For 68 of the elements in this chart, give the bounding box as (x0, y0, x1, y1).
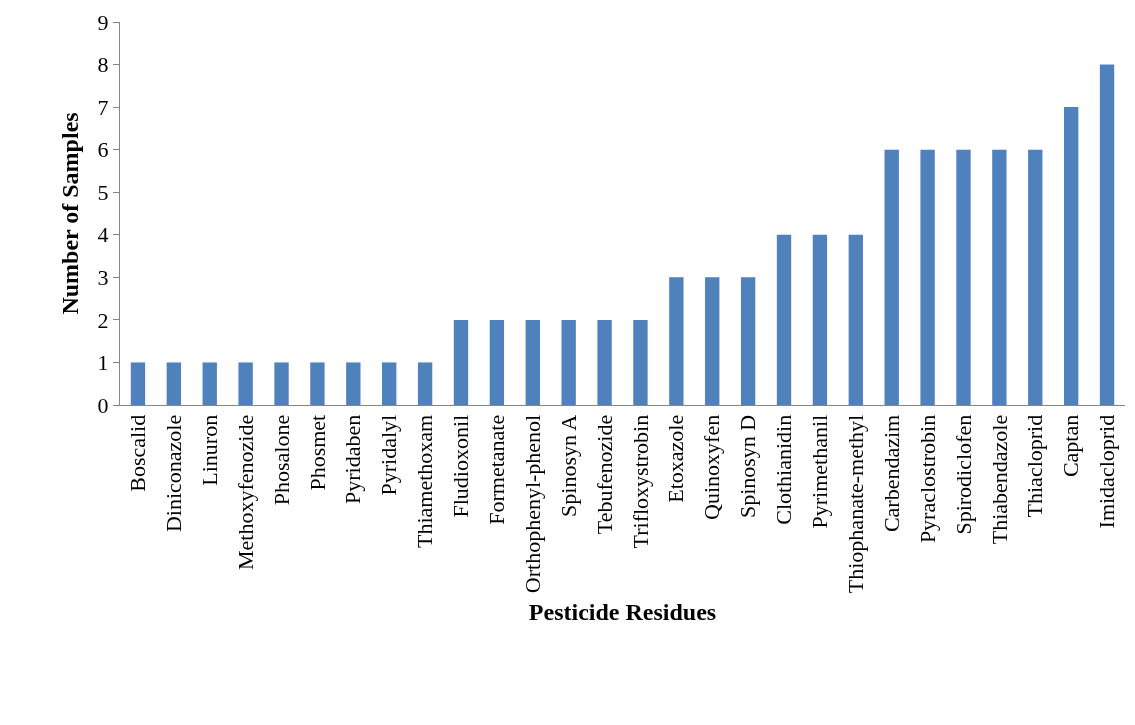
y-tick-label: 2 (97, 307, 109, 333)
x-tick-label: Trifloxystrobin (627, 414, 653, 549)
bar (884, 149, 899, 405)
x-tick-label: Imidacloprid (1094, 414, 1120, 529)
x-tick-label: Linuron (196, 414, 222, 486)
x-tick-label: Pyrimethanil (807, 414, 833, 529)
x-tick-label: Quinoxyfen (699, 414, 725, 520)
y-tick-label: 8 (97, 52, 109, 78)
x-tick-label: Pyraclostrobin (914, 414, 940, 544)
bar (489, 319, 505, 405)
x-tick-label: Captan (1058, 414, 1084, 478)
bar (310, 362, 325, 405)
bar (346, 362, 361, 405)
x-tick-label: Phosmet (304, 414, 330, 491)
x-tick-label: Etoxazole (663, 414, 689, 503)
bar (776, 234, 792, 405)
x-tick-label: Fludioxonil (448, 414, 474, 518)
x-tick-label: Tebufenozide (591, 414, 617, 535)
x-tick-label: Pyridalyl (376, 414, 402, 496)
bar (812, 234, 828, 405)
x-tick-label: Thiacloprid (1022, 414, 1048, 518)
x-tick-label: Thiamethoxam (412, 414, 438, 548)
x-tick-label: Spirodiclofen (950, 414, 976, 535)
x-axis-title: Pesticide Residues (528, 598, 717, 625)
bar (669, 277, 684, 405)
bar (166, 362, 182, 405)
x-tick-label: Pyridaben (340, 414, 366, 504)
y-tick-label: 9 (97, 9, 109, 35)
bar (130, 362, 146, 405)
bar (633, 319, 648, 405)
y-tick-label: 4 (97, 222, 109, 248)
x-tick-label: Boscalid (125, 414, 151, 492)
bar (561, 319, 576, 405)
bar (1028, 149, 1043, 405)
x-tick-label: Clothianidin (771, 414, 797, 525)
bar (1099, 64, 1115, 405)
bar (202, 362, 217, 405)
bar (597, 319, 612, 405)
bar (382, 362, 397, 405)
x-tick-label: Formetanate (484, 414, 510, 525)
x-tick-label: Orthophenyl-phenol (519, 414, 545, 594)
bar (238, 362, 253, 405)
y-tick-label: 0 (97, 392, 109, 418)
bar (956, 149, 971, 405)
bar (920, 149, 935, 405)
bar (992, 149, 1007, 405)
y-axis-title: Number of Samples (56, 112, 83, 315)
x-tick-label: Thiabendazole (986, 414, 1012, 545)
y-tick-label: 6 (97, 137, 109, 163)
bar (453, 319, 469, 405)
x-tick-label: Diniconazole (160, 414, 186, 533)
y-tick-label: 7 (97, 94, 109, 120)
x-tick-label: Thiophanate-methyl (842, 414, 868, 594)
x-tick-label: Phosalone (268, 414, 294, 506)
bar (1063, 107, 1079, 405)
x-tick-label: Carbendazim (878, 414, 904, 533)
y-tick-label: 5 (97, 179, 109, 205)
x-tick-label: Methoxyfenozide (232, 414, 258, 570)
bar (848, 234, 863, 405)
x-tick-label: Spinosyn D (735, 414, 761, 519)
y-tick-label: 3 (97, 265, 109, 291)
bar (525, 319, 540, 405)
y-tick-label: 1 (97, 350, 109, 376)
bar (740, 277, 756, 405)
bar (705, 277, 720, 405)
bar (417, 362, 433, 405)
x-tick-label: Spinosyn A (555, 414, 581, 517)
bar (274, 362, 289, 405)
